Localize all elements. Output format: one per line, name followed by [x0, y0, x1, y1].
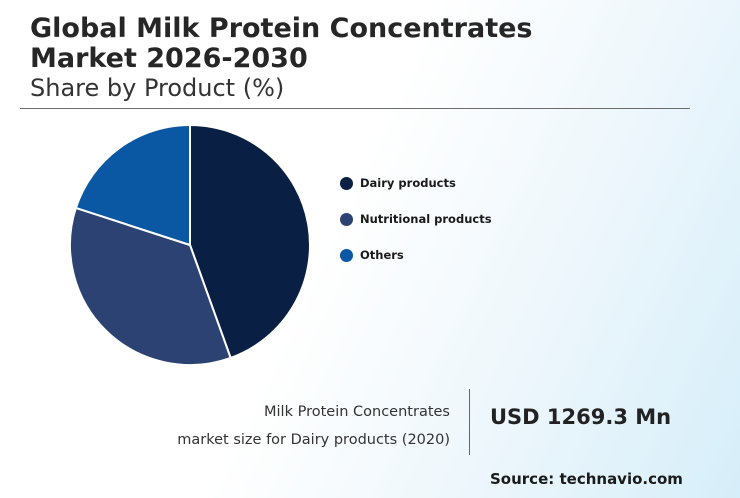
legend-swatch-others — [340, 248, 353, 262]
legend-label-dairy-products: Dairy products — [360, 176, 456, 190]
chart-subtitle: Share by Product (%) — [30, 74, 285, 102]
header-divider — [20, 108, 690, 109]
legend-label-others: Others — [360, 248, 404, 262]
market-size-label-line2: market size for Dairy products (2020) — [177, 432, 450, 448]
chart-title-line2: Market 2026-2030 — [30, 43, 308, 74]
pie-slice-others — [74, 123, 191, 247]
legend-item-dairy-products: Dairy products — [340, 174, 492, 192]
legend-swatch-dairy-products — [340, 176, 353, 190]
legend-label-nutritional-products: Nutritional products — [360, 212, 492, 226]
legend-item-others: Others — [340, 246, 492, 264]
market-size-value: USD 1269.3 Mn — [490, 405, 672, 429]
legend-swatch-nutritional-products — [340, 212, 353, 226]
legend-item-nutritional-products: Nutritional products — [340, 210, 492, 228]
market-size-label-line1: Milk Protein Concentrates — [264, 404, 450, 420]
chart-title-line1: Global Milk Protein Concentrates — [30, 13, 533, 44]
market-size-label: Milk Protein Concentrates market size fo… — [120, 398, 450, 454]
chart-title: Global Milk Protein Concentrates Market … — [30, 14, 533, 74]
source-credit: Source: technavio.com — [490, 470, 683, 488]
metric-divider — [469, 389, 470, 455]
pie-slice-dairy-products — [189, 123, 311, 360]
pie-slice-nutritional-products — [69, 206, 232, 366]
chart-legend: Dairy products Nutritional products Othe… — [340, 174, 492, 282]
